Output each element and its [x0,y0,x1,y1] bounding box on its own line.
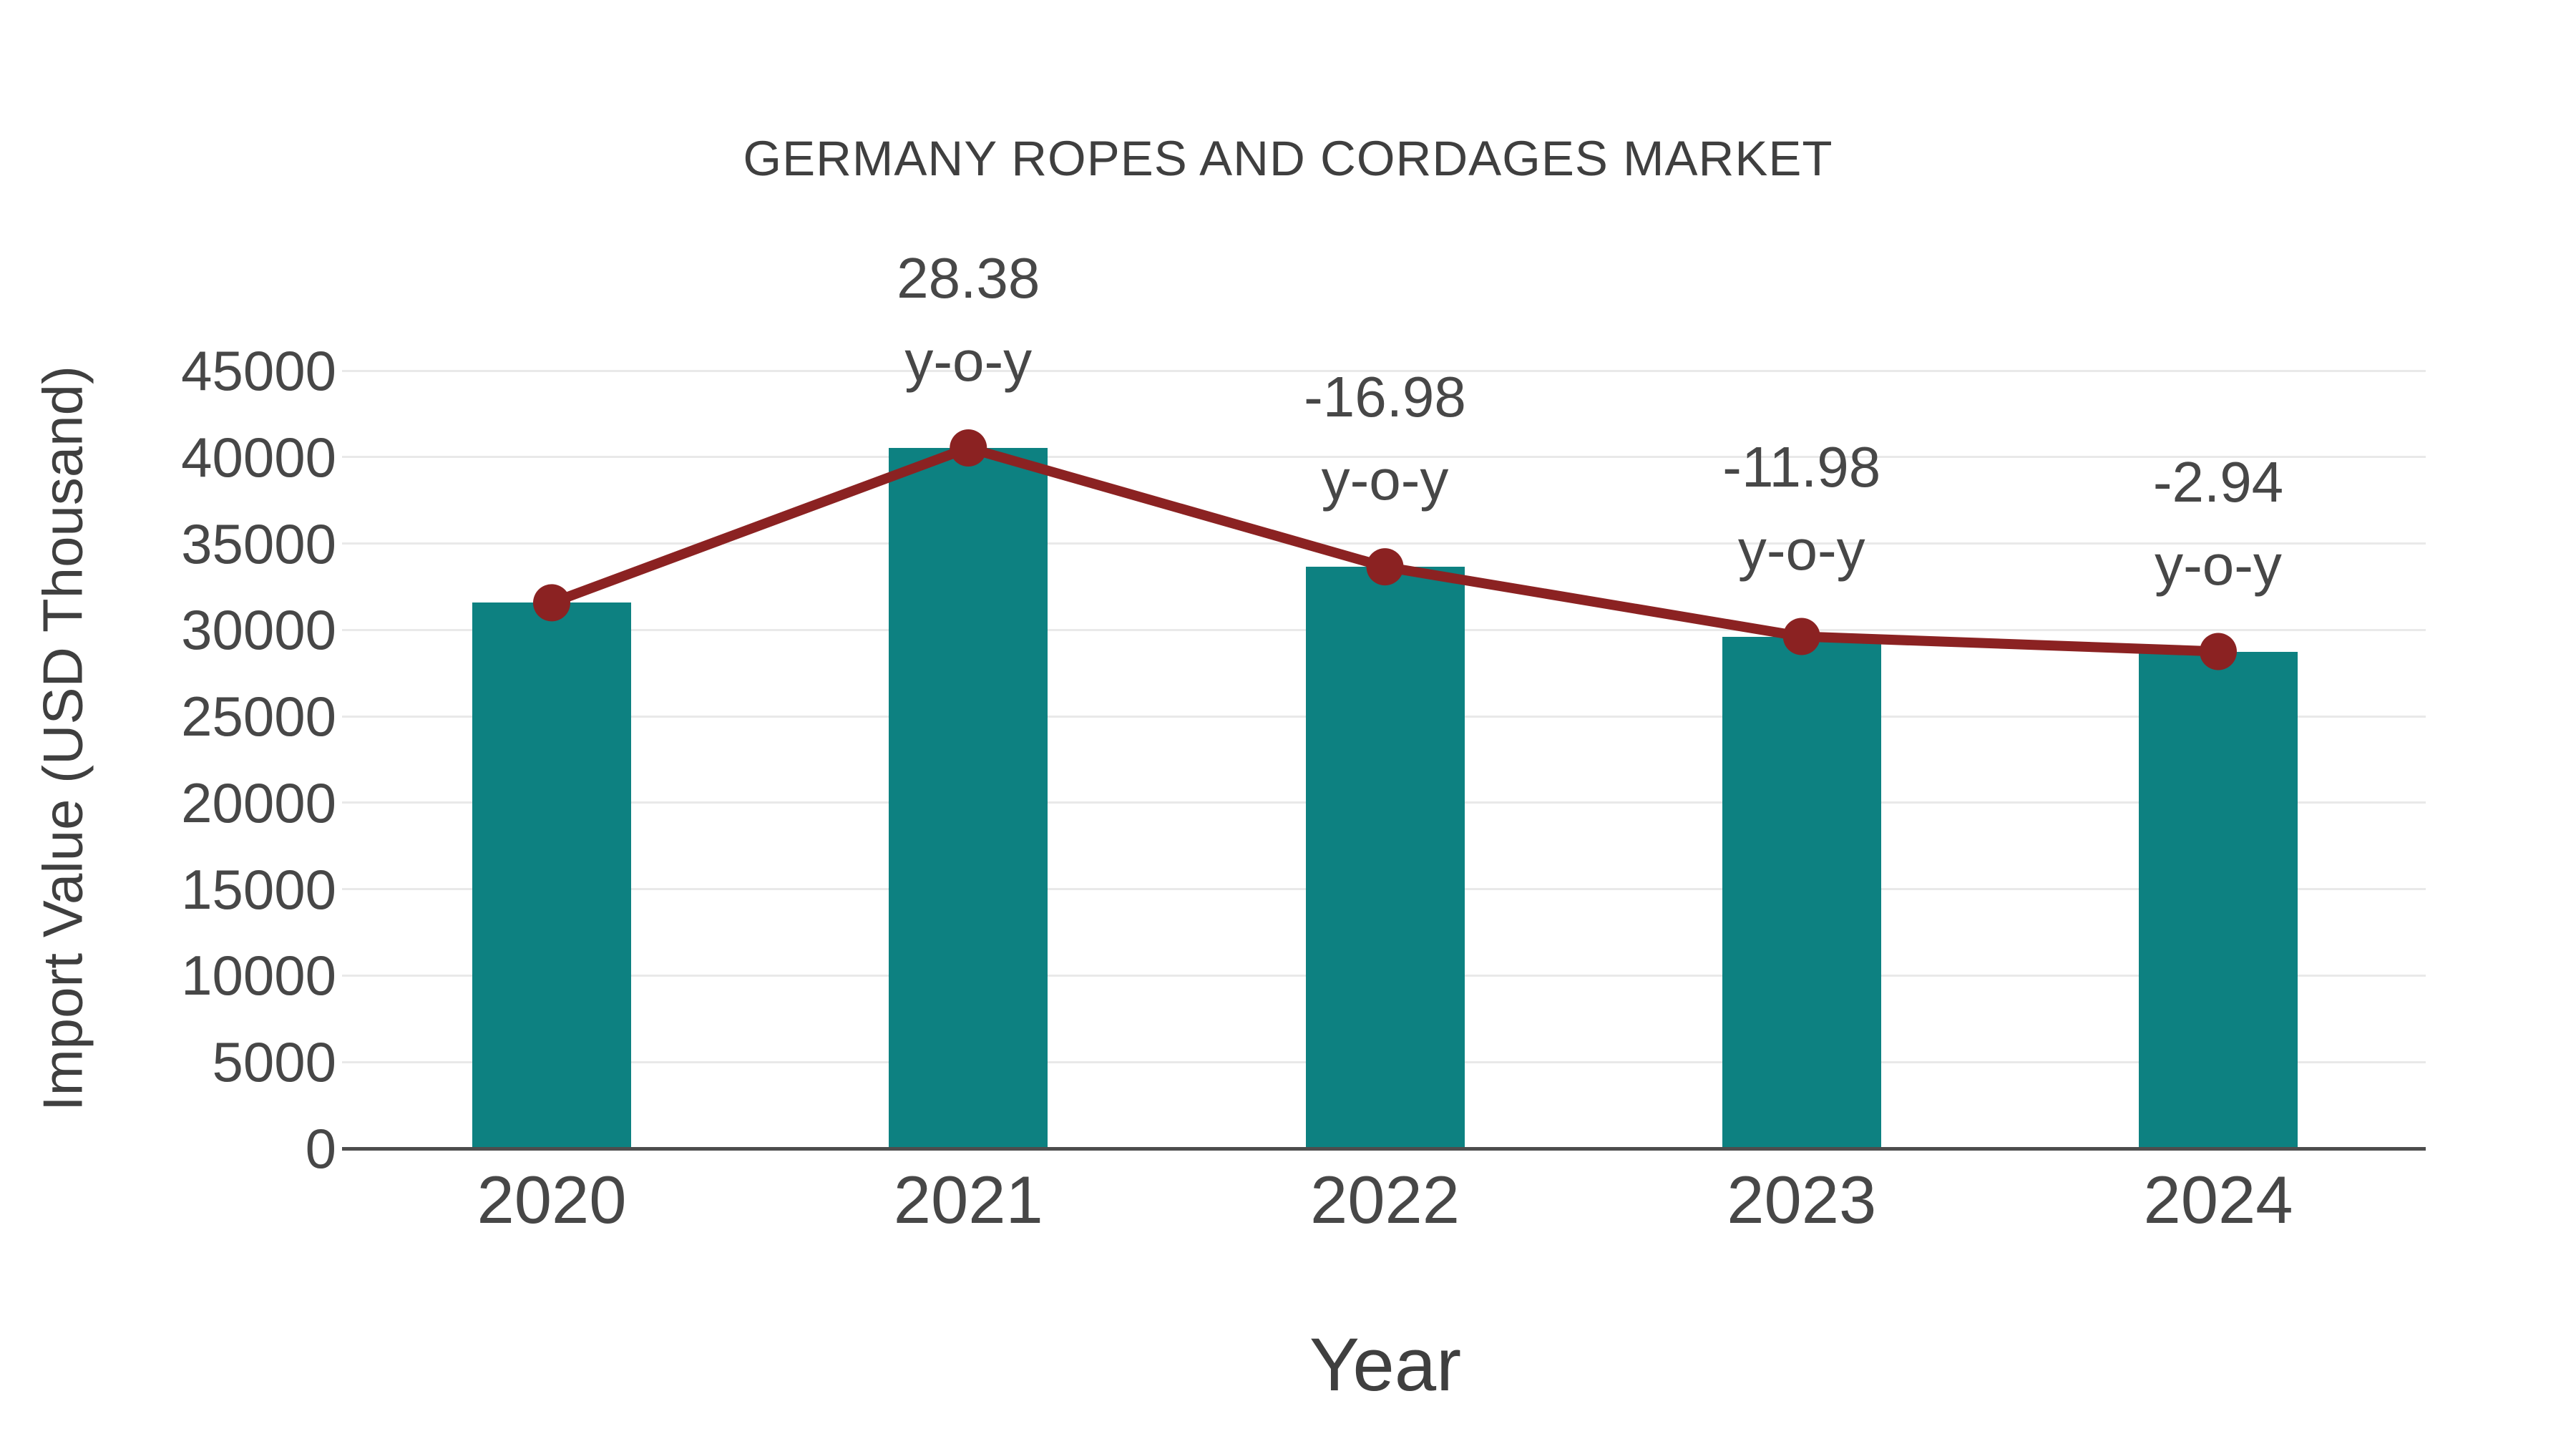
y-tick-label-10000: 10000 [181,944,336,1008]
line-marker-2021 [950,429,987,467]
annotation-value-2021: 28.38 [897,245,1040,310]
bar-2020 [472,602,631,1148]
chart-title: GERMANY ROPES AND CORDAGES MARKET [743,131,1833,186]
bar-2021 [889,447,1048,1148]
y-tick-label-40000: 40000 [181,425,336,489]
annotation-2021: 28.38 y-o-y [768,237,1169,403]
annotation-value-2024: -2.94 [2152,449,2284,514]
gridline-40000 [342,456,2426,459]
annotation-suffix-2024: y-o-y [2155,532,2282,597]
gridline-35000 [342,542,2426,545]
bar-2023 [1722,636,1881,1148]
annotation-suffix-2022: y-o-y [1321,448,1449,512]
x-axis-line [342,1147,2426,1151]
y-tick-label-35000: 35000 [181,512,336,575]
x-tick-label-2023: 2023 [1727,1162,1877,1237]
line-marker-2020 [533,584,570,622]
annotation-2024: -2.94 y-o-y [2018,441,2419,607]
y-tick-label-5000: 5000 [212,1030,336,1094]
y-tick-label-0: 0 [305,1117,336,1180]
line-marker-2022 [1366,548,1404,586]
annotation-suffix-2023: y-o-y [1737,517,1865,582]
x-tick-label-2022: 2022 [1309,1162,1460,1237]
annotation-value-2023: -11.98 [1722,434,1881,499]
y-tick-label-30000: 30000 [181,598,336,662]
x-axis-title: Year [1309,1323,1462,1407]
x-tick-label-2021: 2021 [893,1162,1043,1237]
annotation-2023: -11.98 y-o-y [1601,426,2002,592]
y-tick-label-45000: 45000 [181,339,336,402]
annotation-value-2022: -16.98 [1304,365,1466,429]
gridline-45000 [342,369,2426,372]
y-tick-label-25000: 25000 [181,685,336,748]
x-tick-label-2024: 2024 [2143,1162,2293,1237]
bar-2022 [1305,567,1465,1148]
y-tick-label-20000: 20000 [181,771,336,834]
bar-2024 [2139,651,2298,1148]
annotation-suffix-2021: y-o-y [904,328,1033,393]
x-tick-label-2020: 2020 [477,1162,627,1237]
line-marker-2024 [2200,633,2237,670]
annotation-2022: -16.98 y-o-y [1185,356,1586,522]
line-marker-2023 [1782,618,1820,655]
y-tick-label-15000: 15000 [181,857,336,921]
